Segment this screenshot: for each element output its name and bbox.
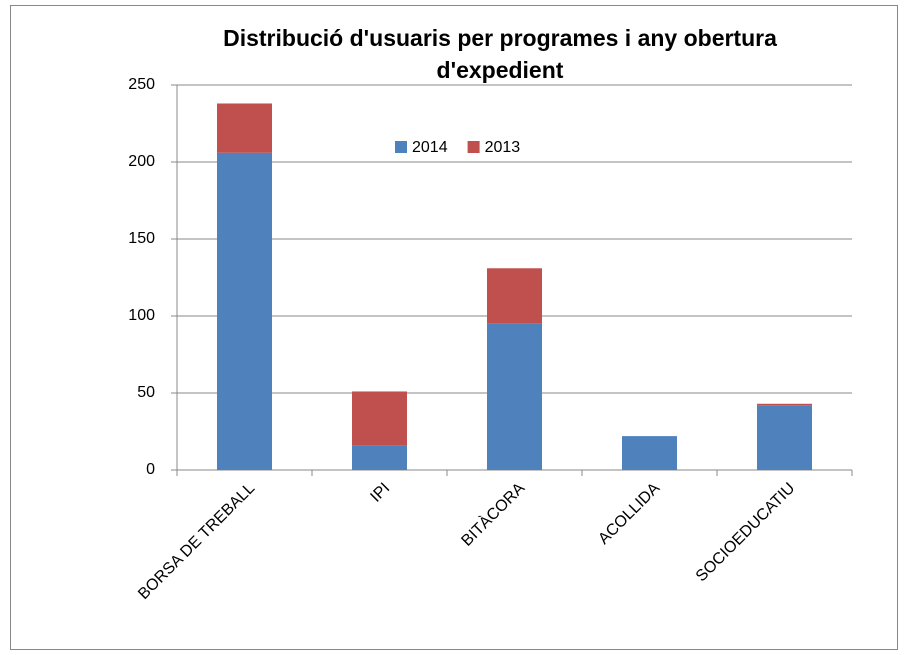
bar-segment (487, 323, 542, 470)
legend-label: 2013 (485, 139, 521, 156)
legend-label: 2014 (412, 139, 448, 156)
legend-swatch (395, 141, 407, 153)
y-tick-label: 200 (128, 153, 155, 170)
y-tick-label: 100 (128, 307, 155, 324)
bar-segment (487, 268, 542, 324)
bar-segment (352, 391, 407, 446)
bar-segment (217, 152, 272, 470)
y-tick-label: 150 (128, 230, 155, 247)
bar-segment (757, 405, 812, 470)
bar-segment (622, 436, 677, 470)
bar-segment (217, 103, 272, 153)
y-tick-label: 250 (128, 76, 155, 93)
bar-segment (757, 403, 812, 406)
y-tick-label: 0 (146, 461, 155, 478)
chart-border (10, 5, 898, 650)
bar-segment (352, 445, 407, 470)
chart-title: Distribució d'usuaris per programes i an… (223, 25, 777, 83)
legend-swatch (467, 141, 480, 153)
y-tick-label: 50 (137, 384, 155, 401)
